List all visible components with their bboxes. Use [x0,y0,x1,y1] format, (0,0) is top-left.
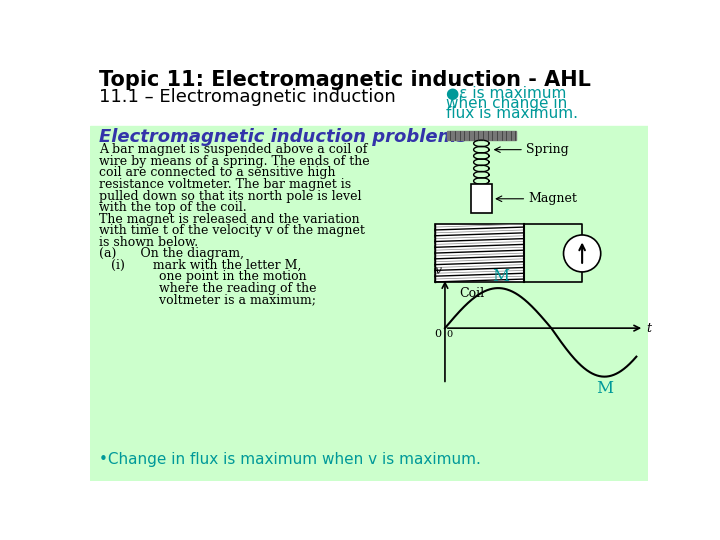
Text: 11.1 – Electromagnetic induction: 11.1 – Electromagnetic induction [99,88,396,106]
Text: with time t of the velocity v of the magnet: with time t of the velocity v of the mag… [99,224,365,237]
Bar [471,184,492,213]
Bar [446,131,516,140]
Text: coil are connected to a sensitive high: coil are connected to a sensitive high [99,166,336,179]
Text: Coil: Coil [459,287,485,300]
Text: M: M [595,380,613,397]
Text: Electromagnetic induction problems: Electromagnetic induction problems [99,128,467,146]
Bar [90,126,648,481]
Text: v: v [435,264,442,276]
Text: Magnet: Magnet [528,192,577,205]
Text: voltmeter is a maximum;: voltmeter is a maximum; [99,294,316,307]
Text: 0: 0 [435,329,442,339]
Text: wire by means of a spring. The ends of the: wire by means of a spring. The ends of t… [99,155,370,168]
Text: M: M [492,268,509,285]
Text: ●ε is maximum: ●ε is maximum [446,85,567,100]
Bar [435,224,524,282]
Text: is shown below.: is shown below. [99,236,199,249]
Text: where the reading of the: where the reading of the [99,282,317,295]
Bar [90,65,648,126]
Text: when change in: when change in [446,96,568,111]
Text: flux is maximum.: flux is maximum. [446,106,578,120]
Text: Spring: Spring [526,143,568,156]
Text: A bar magnet is suspended above a coil of: A bar magnet is suspended above a coil o… [99,143,368,157]
Text: The magnet is released and the variation: The magnet is released and the variation [99,213,360,226]
Text: with the top of the coil.: with the top of the coil. [99,201,247,214]
Circle shape [564,235,600,272]
Text: pulled down so that its north pole is level: pulled down so that its north pole is le… [99,190,362,202]
Text: (a)      On the diagram,: (a) On the diagram, [99,247,244,260]
Text: resistance voltmeter. The bar magnet is: resistance voltmeter. The bar magnet is [99,178,351,191]
Text: one point in the motion: one point in the motion [99,271,307,284]
Text: t: t [647,322,652,335]
Text: Topic 11: Electromagnetic induction - AHL: Topic 11: Electromagnetic induction - AH… [99,70,591,90]
Text: (i)       mark with the letter M,: (i) mark with the letter M, [99,259,302,272]
Text: •Change in flux is maximum when v is maximum.: •Change in flux is maximum when v is max… [99,452,481,467]
Text: 0: 0 [446,330,453,339]
